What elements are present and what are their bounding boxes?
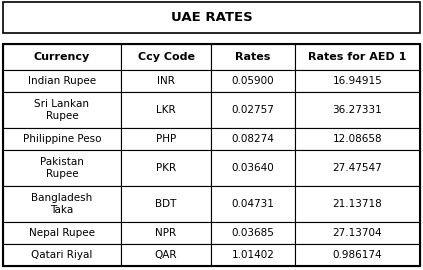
Text: 27.47547: 27.47547 <box>332 163 382 173</box>
Text: Bangladesh
Taka: Bangladesh Taka <box>31 193 93 215</box>
Text: QAR: QAR <box>155 250 177 260</box>
Text: 0.04731: 0.04731 <box>231 199 275 209</box>
Text: 0.05900: 0.05900 <box>232 76 274 86</box>
Bar <box>3 2 420 33</box>
Bar <box>3 92 121 128</box>
Text: 21.13718: 21.13718 <box>332 199 382 209</box>
Bar <box>295 44 420 70</box>
Bar <box>295 150 420 186</box>
Bar <box>211 186 295 222</box>
Bar <box>121 186 211 222</box>
Text: 0.986174: 0.986174 <box>332 250 382 260</box>
Bar <box>121 44 211 70</box>
Bar <box>211 244 295 266</box>
Text: 0.03640: 0.03640 <box>232 163 275 173</box>
Text: UAE RATES: UAE RATES <box>170 11 253 24</box>
Bar <box>3 44 420 266</box>
Bar <box>121 244 211 266</box>
Text: Philippine Peso: Philippine Peso <box>23 134 101 144</box>
Bar <box>3 44 121 70</box>
Bar <box>295 128 420 150</box>
Text: Pakistan
Rupee: Pakistan Rupee <box>40 157 84 179</box>
Bar <box>211 222 295 244</box>
Text: 16.94915: 16.94915 <box>332 76 382 86</box>
Text: 0.02757: 0.02757 <box>231 105 275 115</box>
Text: 0.03685: 0.03685 <box>231 228 275 238</box>
Bar <box>295 70 420 92</box>
Text: 36.27331: 36.27331 <box>332 105 382 115</box>
Text: 0.08274: 0.08274 <box>231 134 275 144</box>
Bar <box>3 186 121 222</box>
Bar <box>3 222 121 244</box>
Bar <box>3 70 121 92</box>
Bar <box>295 92 420 128</box>
Bar <box>3 150 121 186</box>
Text: PHP: PHP <box>156 134 176 144</box>
Bar <box>121 70 211 92</box>
Bar <box>211 128 295 150</box>
Text: Indian Rupee: Indian Rupee <box>28 76 96 86</box>
Text: Rates for AED 1: Rates for AED 1 <box>308 52 407 62</box>
Text: LKR: LKR <box>156 105 176 115</box>
Bar <box>3 128 121 150</box>
Bar <box>295 222 420 244</box>
Bar <box>211 150 295 186</box>
Bar <box>121 150 211 186</box>
Text: 27.13704: 27.13704 <box>332 228 382 238</box>
Text: Rates: Rates <box>235 52 271 62</box>
Bar <box>3 244 121 266</box>
Text: Sri Lankan
Rupee: Sri Lankan Rupee <box>35 99 90 121</box>
Text: Nepal Rupee: Nepal Rupee <box>29 228 95 238</box>
Text: 12.08658: 12.08658 <box>332 134 382 144</box>
Bar <box>121 222 211 244</box>
Bar <box>121 92 211 128</box>
Text: BDT: BDT <box>155 199 177 209</box>
Text: Qatari Riyal: Qatari Riyal <box>31 250 93 260</box>
Text: Currency: Currency <box>34 52 90 62</box>
Bar <box>211 92 295 128</box>
Bar <box>211 44 295 70</box>
Text: NPR: NPR <box>155 228 176 238</box>
Bar <box>121 128 211 150</box>
Text: 1.01402: 1.01402 <box>231 250 275 260</box>
Text: INR: INR <box>157 76 175 86</box>
Bar <box>295 186 420 222</box>
Text: PKR: PKR <box>156 163 176 173</box>
Bar <box>211 70 295 92</box>
Bar <box>295 244 420 266</box>
Text: Ccy Code: Ccy Code <box>137 52 195 62</box>
